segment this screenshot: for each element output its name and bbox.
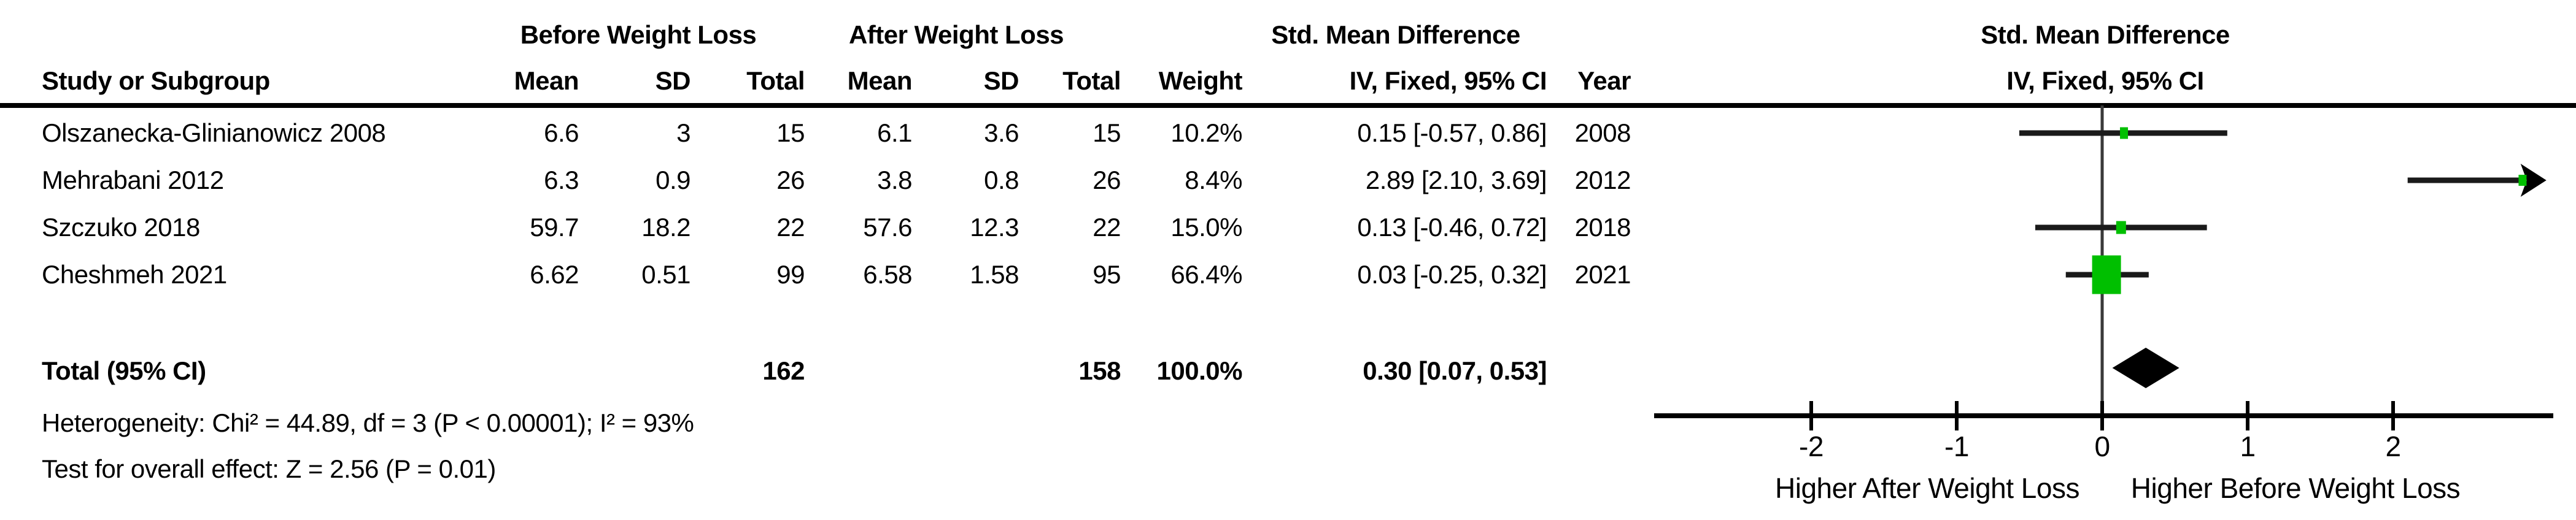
col-header-sd-before: SD (655, 66, 691, 95)
col-header-mean-before: Mean (514, 66, 579, 95)
mean-after-cell: 3.8 (877, 166, 912, 194)
total-after-cell: 22 (1093, 213, 1121, 242)
mean-after-cell: 6.58 (863, 260, 912, 289)
study-name: Szczuko 2018 (42, 213, 200, 242)
year-cell: 2012 (1574, 166, 1631, 194)
total-ci: 0.30 [0.07, 0.53] (1363, 356, 1547, 385)
sd-before-cell: 3 (676, 118, 690, 147)
weight-cell: 15.0% (1170, 213, 1242, 242)
col-header-weight: Weight (1158, 66, 1243, 95)
sd-after-cell: 0.8 (984, 166, 1019, 194)
tick-label: -1 (1944, 430, 1969, 462)
effect-marker (2092, 255, 2121, 294)
study-name: Cheshmeh 2021 (42, 260, 227, 289)
col-header-total-after: Total (1062, 66, 1121, 95)
col-header-ci: IV, Fixed, 95% CI (1349, 66, 1547, 95)
axis-direction-label-right: Higher Before Weight Loss (2131, 472, 2460, 504)
sd-before-cell: 0.51 (641, 260, 690, 289)
sd-before-cell: 0.9 (656, 166, 690, 194)
weight-cell: 66.4% (1170, 260, 1242, 289)
total-before-cell: 22 (776, 213, 805, 242)
ci-cell: 2.89 [2.10, 3.69] (1365, 166, 1547, 194)
total-after-cell: 95 (1093, 260, 1121, 289)
overall-effect-text: Test for overall effect: Z = 2.56 (P = 0… (42, 454, 496, 483)
total-before-sum: 162 (762, 356, 805, 385)
summary-diamond (2112, 348, 2180, 388)
total-weight: 100.0% (1156, 356, 1243, 385)
heterogeneity-text: Heterogeneity: Chi² = 44.89, df = 3 (P <… (42, 408, 694, 437)
col-header-study: Study or Subgroup (42, 66, 270, 95)
axis-tick (1809, 401, 1813, 430)
axis-tick (2391, 401, 2395, 430)
group-header-before: Before Weight Loss (520, 20, 757, 49)
mean-before-cell: 6.3 (544, 166, 579, 194)
axis-tick (1955, 401, 1959, 430)
study-name: Mehrabani 2012 (42, 166, 224, 194)
mean-after-cell: 6.1 (877, 118, 912, 147)
group-header-after: After Weight Loss (848, 20, 1064, 49)
plot-header-smd: Std. Mean Difference (1981, 20, 2230, 49)
col-header-sd-after: SD (983, 66, 1019, 95)
col-header-year: Year (1577, 66, 1631, 95)
total-label: Total (95% CI) (42, 356, 206, 385)
sd-after-cell: 12.3 (970, 213, 1019, 242)
effect-marker (2116, 221, 2126, 234)
total-before-cell: 26 (776, 166, 805, 194)
mean-before-cell: 59.7 (530, 213, 579, 242)
axis-direction-label-left: Higher After Weight Loss (1775, 472, 2079, 504)
sd-after-cell: 1.58 (970, 260, 1019, 289)
axis-tick (2246, 401, 2249, 430)
total-before-cell: 99 (776, 260, 805, 289)
tick-label: -2 (1799, 430, 1824, 462)
effect-marker (2518, 175, 2527, 186)
total-after-sum: 158 (1078, 356, 1121, 385)
header-separator (0, 103, 2576, 108)
tick-label: 2 (2385, 430, 2400, 462)
tick-label: 1 (2240, 430, 2255, 462)
mean-before-cell: 6.6 (544, 118, 579, 147)
sd-before-cell: 18.2 (641, 213, 690, 242)
total-after-cell: 15 (1093, 118, 1121, 147)
total-after-cell: 26 (1093, 166, 1121, 194)
weight-cell: 10.2% (1170, 118, 1242, 147)
year-cell: 2008 (1574, 118, 1631, 147)
plot-header-method: IV, Fixed, 95% CI (2006, 66, 2204, 95)
mean-after-cell: 57.6 (863, 213, 912, 242)
col-header-total-before: Total (746, 66, 805, 95)
effect-marker (2120, 127, 2129, 139)
off-scale-arrow-icon (2520, 164, 2547, 197)
axis-tick (2100, 401, 2104, 430)
ci-cell: 0.15 [-0.57, 0.86] (1357, 118, 1547, 147)
sd-after-cell: 3.6 (984, 118, 1019, 147)
year-cell: 2018 (1574, 213, 1631, 242)
weight-cell: 8.4% (1185, 166, 1242, 194)
ci-cell: 0.03 [-0.25, 0.32] (1357, 260, 1547, 289)
total-before-cell: 15 (776, 118, 805, 147)
group-header-smd-table: Std. Mean Difference (1271, 20, 1520, 49)
mean-before-cell: 6.62 (530, 260, 579, 289)
ci-cell: 0.13 [-0.46, 0.72] (1357, 213, 1547, 242)
tick-label: 0 (2094, 430, 2110, 462)
year-cell: 2021 (1574, 260, 1631, 289)
col-header-mean-after: Mean (847, 66, 913, 95)
study-name: Olszanecka-Glinianowicz 2008 (42, 118, 386, 147)
